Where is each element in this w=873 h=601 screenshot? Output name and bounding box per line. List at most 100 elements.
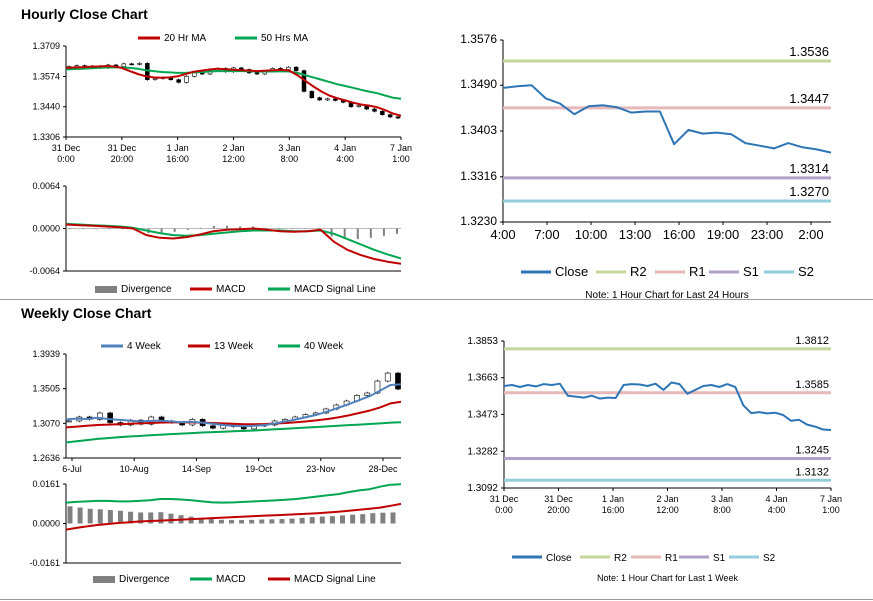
hourly-divergence-bar [265,227,268,229]
weekly-legend-signal-label: MACD Signal Line [294,574,376,585]
weekly-macd-y-tick-label: 0.0161 [32,479,60,489]
hourly-price-x-tick-label: 0:00 [57,154,75,164]
weekly-1week-x-tick-label: 1 Jan [602,494,624,504]
weekly-legend-13wk-label: 13 Week [214,341,254,352]
hourly-divergence-bar [291,228,294,230]
weekly-divergence-bar [329,516,335,524]
weekly-section-title: Weekly Close Chart [21,305,152,321]
hourly-divergence-bar [239,226,242,229]
hourly-24h-legend-label: S1 [743,264,759,279]
weekly-1week-legend-label: R1 [665,553,678,564]
hourly-legend-divergence-swatch [95,286,117,293]
hourly-price-x-tick-label: 4:00 [336,154,354,164]
hourly-divergence-bar [173,228,176,232]
weekly-macd-line [65,483,402,504]
weekly-1week-level-s2-label: 1.3132 [795,466,829,478]
weekly-price-candle-body [107,412,113,423]
weekly-price-candle-body [66,420,72,423]
weekly-divergence-bar [380,512,386,524]
weekly-price-x-tick-label: 10-Aug [120,464,149,474]
weekly-price-x-tick-label: 6-Jul [62,464,82,474]
weekly-divergence-bar [208,519,214,524]
weekly-divergence-bar [67,506,73,524]
hourly-ma20-line [65,65,402,117]
weekly-legend-divergence-swatch [93,576,115,583]
section-divider [0,299,873,300]
weekly-4wk-line [65,383,402,428]
hourly-divergence-bar [95,228,98,230]
weekly-1week-x-tick-label: 16:00 [602,505,625,515]
hourly-divergence-bar [212,225,215,229]
weekly-1week-x-tick-label: 8:00 [713,505,731,515]
hourly-price-x-tick-label: 8:00 [281,154,299,164]
weekly-1week-level-s1-label: 1.3245 [795,444,829,456]
hourly-legend-ma20-label: 20 Hr MA [164,33,207,44]
weekly-1week-x-tick-label: 3 Jan [711,494,733,504]
hourly-divergence-bar [82,228,85,230]
hourly-divergence-bar [304,228,307,229]
weekly-divergence-bar [158,512,164,524]
weekly-legend-4wk-label: 4 Week [127,341,162,352]
hourly-24h-x-tick-label: 19:00 [707,227,740,242]
hourly-divergence-bar [356,228,359,240]
hourly-divergence-bar [225,225,228,229]
hourly-section-title: Hourly Close Chart [21,6,148,22]
hourly-price-x-tick-label: 3 Jan [278,143,300,153]
weekly-divergence-bar [249,519,255,524]
weekly-1week-y-tick-label: 1.3853 [467,336,498,347]
weekly-macd-y-tick-label: 0.0000 [32,519,60,529]
hourly-macd-line [65,223,402,265]
hourly-divergence-bar [369,228,372,238]
weekly-1week-y-tick-label: 1.3473 [467,409,498,420]
weekly-price-y-tick-label: 1.3939 [32,349,60,359]
weekly-divergence-bar [77,507,83,524]
hourly-price-x-tick-label: 31 Dec [52,143,81,153]
hourly-price-x-tick-label: 31 Dec [108,143,137,153]
weekly-price-y-tick-label: 1.3505 [32,384,60,394]
weekly-divergence-bar [168,513,174,524]
bottom-divider [0,599,873,600]
hourly-24h-level-s1-label: 1.3314 [789,161,829,176]
weekly-divergence-bar [138,512,144,524]
hourly-price-candle-body [387,114,393,118]
hourly-divergence-bar [199,227,202,229]
weekly-price-candle-body [210,425,216,429]
hourly-legend-signal-label: MACD Signal Line [294,284,376,295]
hourly-price-candle-body [152,78,158,80]
weekly-1week-level-r1-label: 1.3585 [795,379,829,391]
weekly-signal-line [65,502,402,531]
hourly-price-candle-body [184,75,189,83]
hourly-price-candle-body [356,105,362,108]
hourly-divergence-bar [186,228,189,230]
weekly-divergence-bar [370,513,376,524]
weekly-1week-x-tick-label: 20:00 [547,505,570,515]
hourly-divergence-bar [108,228,111,230]
hourly-price-candle-body [137,63,142,65]
weekly-1week-y-tick-label: 1.3663 [467,373,498,384]
hourly-price-candle-body [395,116,401,119]
hourly-legend-ma50-label: 50 Hrs MA [261,33,309,44]
weekly-1week-x-tick-label: 4:00 [768,505,786,515]
weekly-price-candle-body [384,372,391,382]
hourly-price-candle-body [293,66,299,71]
weekly-price-candle-body [395,372,401,390]
weekly-price-y-tick-label: 1.2636 [32,453,60,463]
weekly-divergence-bar [299,517,305,524]
hourly-divergence-bar [278,228,281,230]
hourly-24h-y-tick-label: 1.3316 [460,169,497,183]
weekly-1week-level-r2-label: 1.3812 [795,335,829,347]
weekly-divergence-bar [239,520,245,524]
hourly-price-y-tick-label: 1.3709 [32,41,60,51]
hourly-price-candle-body [286,66,291,70]
weekly-1week-legend-label: R2 [614,553,627,564]
hourly-price-x-tick-label: 20:00 [111,154,134,164]
hourly-24h-legend-label: S2 [798,264,814,279]
weekly-divergence-bar [229,520,234,524]
weekly-divergence-bar [117,510,123,524]
hourly-divergence-bar [121,228,124,230]
hourly-price-y-tick-label: 1.3574 [32,71,60,81]
weekly-divergence-bar [350,514,356,524]
weekly-price-x-tick-label: 19-Oct [245,464,273,474]
hourly-macd-y-tick-label: -0.0064 [29,266,60,276]
hourly-price-y-tick-label: 1.3440 [32,102,60,112]
